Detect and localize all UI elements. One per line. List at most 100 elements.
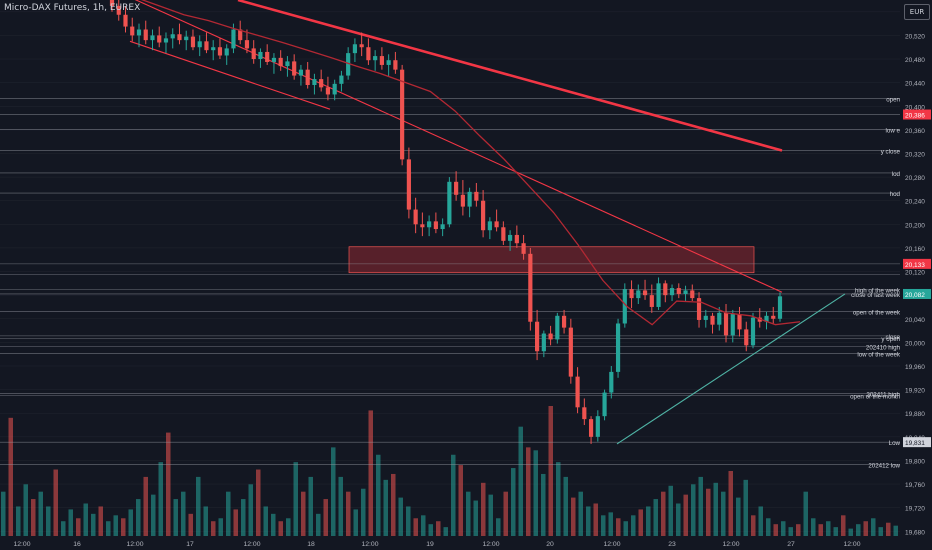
candle-body[interactable] xyxy=(346,53,351,76)
candle-body[interactable] xyxy=(629,289,634,299)
candle-body[interactable] xyxy=(177,34,182,41)
candle-body[interactable] xyxy=(204,41,209,51)
candle-body[interactable] xyxy=(703,315,708,320)
candle-body[interactable] xyxy=(615,323,621,372)
candle-body[interactable] xyxy=(595,416,600,437)
candle-body[interactable] xyxy=(123,14,128,27)
candle-body[interactable] xyxy=(481,200,486,231)
candle-body[interactable] xyxy=(696,298,702,320)
candle-body[interactable] xyxy=(265,51,270,62)
candle-body[interactable] xyxy=(379,56,384,65)
candle-body[interactable] xyxy=(319,79,324,88)
candle-body[interactable] xyxy=(109,0,115,6)
candle-body[interactable] xyxy=(427,221,432,228)
price-axis[interactable]: 20,56020,52020,48020,44020,40020,36020,3… xyxy=(900,0,932,550)
candle-body[interactable] xyxy=(487,221,492,231)
candle-body[interactable] xyxy=(609,371,614,393)
candle-body[interactable] xyxy=(130,26,135,36)
price-tag[interactable] xyxy=(903,288,931,299)
candle-body[interactable] xyxy=(744,329,749,346)
candle-body[interactable] xyxy=(730,314,735,336)
candle-body[interactable] xyxy=(737,314,742,330)
channel-upper-line[interactable] xyxy=(110,0,783,293)
candle-body[interactable] xyxy=(575,376,580,408)
timeframe[interactable]: 1h xyxy=(92,3,105,13)
candle-body[interactable] xyxy=(764,315,769,322)
candle-body[interactable] xyxy=(292,61,297,76)
candle-body[interactable] xyxy=(211,47,216,51)
candle-body[interactable] xyxy=(710,315,715,325)
candle-body[interactable] xyxy=(676,288,681,294)
horizontal-levels[interactable] xyxy=(0,98,900,465)
candle-body[interactable] xyxy=(474,191,479,201)
candle-body[interactable] xyxy=(561,315,567,328)
candle-body[interactable] xyxy=(217,47,223,56)
candle-body[interactable] xyxy=(528,253,533,322)
candle-body[interactable] xyxy=(548,333,553,340)
candle-body[interactable] xyxy=(244,40,250,49)
candle-body[interactable] xyxy=(251,48,256,60)
candle-body[interactable] xyxy=(669,288,675,296)
candle-body[interactable] xyxy=(440,224,445,230)
candle-body[interactable] xyxy=(312,79,317,86)
candle-body[interactable] xyxy=(467,191,472,207)
candle-body[interactable] xyxy=(420,224,425,228)
candle-body[interactable] xyxy=(582,407,587,420)
candle-body[interactable] xyxy=(231,29,236,49)
candle-body[interactable] xyxy=(494,221,499,228)
candle-body[interactable] xyxy=(750,317,756,346)
candle-body[interactable] xyxy=(305,69,310,86)
candle-body[interactable] xyxy=(325,87,331,95)
candle-body[interactable] xyxy=(777,296,783,319)
candle-body[interactable] xyxy=(514,234,519,244)
candle-body[interactable] xyxy=(723,312,729,336)
candle-body[interactable] xyxy=(143,29,148,41)
trendlines[interactable] xyxy=(110,0,846,445)
channel-lower-line[interactable] xyxy=(129,40,331,110)
candle-body[interactable] xyxy=(534,321,540,352)
candle-body[interactable] xyxy=(197,41,202,48)
candle-body[interactable] xyxy=(622,289,627,324)
candle-body[interactable] xyxy=(163,38,169,43)
currency-button[interactable]: EUR xyxy=(904,4,930,20)
candle-body[interactable] xyxy=(602,392,607,417)
candle-body[interactable] xyxy=(170,34,175,39)
price-tag[interactable] xyxy=(903,109,931,120)
candle-body[interactable] xyxy=(400,69,405,160)
candle-body[interactable] xyxy=(555,315,560,340)
candle-body[interactable] xyxy=(157,35,162,43)
candle-body[interactable] xyxy=(636,290,641,299)
price-candles[interactable] xyxy=(109,0,783,444)
candle-body[interactable] xyxy=(656,283,661,307)
candle-body[interactable] xyxy=(683,290,688,294)
candle-body[interactable] xyxy=(359,44,364,48)
candle-body[interactable] xyxy=(454,181,459,195)
candle-body[interactable] xyxy=(271,57,277,62)
price-tag[interactable] xyxy=(903,437,931,448)
candle-body[interactable] xyxy=(649,295,654,307)
candle-body[interactable] xyxy=(366,47,371,61)
candle-body[interactable] xyxy=(332,83,337,95)
candle-body[interactable] xyxy=(663,283,668,296)
candle-body[interactable] xyxy=(460,194,465,207)
candle-body[interactable] xyxy=(190,36,196,48)
candle-body[interactable] xyxy=(447,181,452,225)
candle-body[interactable] xyxy=(238,29,243,41)
upper-trendline[interactable] xyxy=(237,0,783,152)
candle-body[interactable] xyxy=(352,44,358,54)
candle-body[interactable] xyxy=(150,35,155,41)
candle-body[interactable] xyxy=(339,75,344,84)
candle-body[interactable] xyxy=(588,419,594,437)
price-tag[interactable] xyxy=(903,258,931,269)
candle-body[interactable] xyxy=(568,327,573,377)
candle-body[interactable] xyxy=(541,333,546,352)
candle-body[interactable] xyxy=(771,315,776,319)
candle-body[interactable] xyxy=(501,227,506,241)
candle-body[interactable] xyxy=(406,159,411,210)
ascending-support-line[interactable] xyxy=(616,293,846,445)
candle-body[interactable] xyxy=(136,29,142,36)
candle-body[interactable] xyxy=(717,312,722,325)
candle-body[interactable] xyxy=(258,51,263,60)
candle-body[interactable] xyxy=(690,290,695,299)
